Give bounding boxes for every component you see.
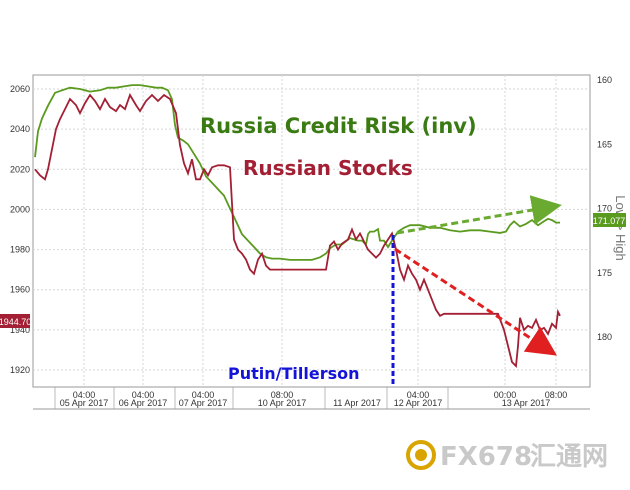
x-date-label: 06 Apr 2017 bbox=[119, 398, 168, 408]
watermark-logo-icon bbox=[406, 440, 436, 470]
x-tick-label: 08:00 bbox=[271, 390, 294, 400]
x-date-label: 11 Apr 2017 bbox=[333, 398, 381, 408]
series-credit-risk-line bbox=[34, 84, 560, 261]
stocks-last-value-tag bbox=[0, 314, 30, 328]
watermark-cn: 汇通网 bbox=[530, 442, 608, 472]
x-date-label: 12 Apr 2017 bbox=[394, 398, 443, 408]
left-axis-ticks: 1920 1940 1960 1980 2000 2020 2040 2060 bbox=[10, 84, 30, 375]
x-tick-label: 04:00 bbox=[192, 390, 215, 400]
left-tick-label: 1920 bbox=[10, 365, 30, 375]
right-tick-label: 170 bbox=[597, 204, 612, 214]
stocks-last-value: 1944.70 bbox=[0, 317, 31, 327]
right-axis-label: Low > High bbox=[613, 195, 628, 260]
trend-arrow-credit bbox=[396, 195, 562, 235]
trend-arrow-stocks bbox=[394, 247, 558, 356]
x-tick-label: 04:00 bbox=[407, 390, 430, 400]
grid bbox=[33, 75, 590, 409]
credit-last-value-tag bbox=[593, 213, 626, 227]
plot-area bbox=[32, 74, 591, 388]
left-tick-label: 2020 bbox=[10, 164, 30, 174]
label-stocks: Russian Stocks bbox=[243, 156, 413, 180]
x-date-label: 07 Apr 2017 bbox=[179, 398, 228, 408]
watermark: FX678 汇通网 bbox=[406, 440, 608, 472]
right-tick-label: 160 bbox=[597, 75, 612, 85]
left-tick-label: 1960 bbox=[10, 285, 30, 295]
x-tick-label: 00:00 bbox=[494, 390, 517, 400]
x-tick-label: 04:00 bbox=[132, 390, 155, 400]
x-tick-label: 04:00 bbox=[73, 390, 96, 400]
right-tick-label: 175 bbox=[597, 268, 612, 278]
label-event: Putin/Tillerson bbox=[228, 364, 360, 383]
label-credit-risk: Russia Credit Risk (inv) bbox=[200, 114, 477, 138]
left-tick-label: 2060 bbox=[10, 84, 30, 94]
x-axis-ticks: 04:00 04:00 04:00 08:00 04:00 00:00 08:00 bbox=[73, 390, 568, 400]
x-axis-dates: 05 Apr 2017 06 Apr 2017 07 Apr 2017 10 Apr … bbox=[60, 398, 551, 408]
right-tick-label: 180 bbox=[597, 332, 612, 342]
right-axis-ticks: 160 165 170 175 180 bbox=[597, 75, 612, 342]
left-tick-label: 2040 bbox=[10, 124, 30, 134]
left-tick-label: 1980 bbox=[10, 245, 30, 255]
right-tick-label: 165 bbox=[597, 139, 612, 149]
x-date-label: 10 Apr 2017 bbox=[258, 398, 307, 408]
x-tick-label: 08:00 bbox=[545, 390, 568, 400]
left-tick-label: 2000 bbox=[10, 204, 30, 214]
x-date-label: 13 Apr 2017 bbox=[502, 398, 551, 408]
left-tick-label: 1940 bbox=[10, 325, 30, 335]
watermark-text: FX678 bbox=[440, 442, 532, 472]
credit-last-value: 171.077 bbox=[593, 216, 626, 226]
x-date-label: 05 Apr 2017 bbox=[60, 398, 109, 408]
